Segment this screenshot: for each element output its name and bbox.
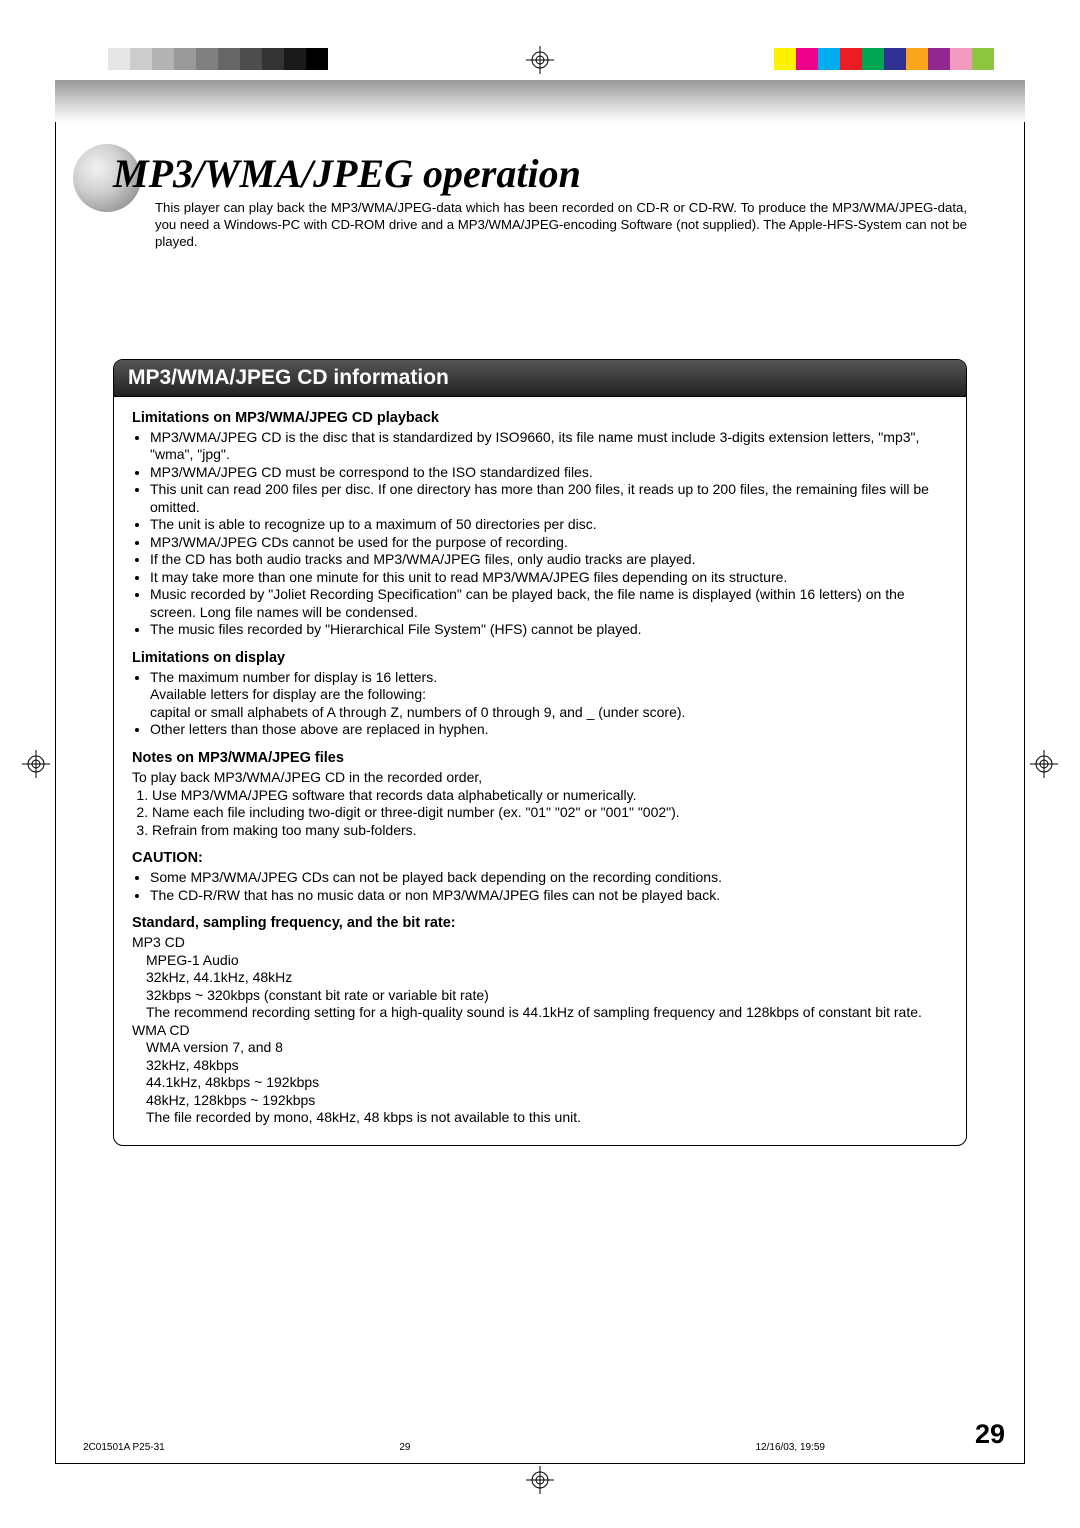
footer-print-info: 2C01501A P25-31 29 12/16/03, 19:59 — [55, 1442, 1025, 1458]
notes-intro: To play back MP3/WMA/JPEG CD in the reco… — [132, 769, 948, 787]
text: 32kHz, 48kbps — [132, 1057, 948, 1075]
text: 44.1kHz, 48kbps ~ 192kbps — [132, 1074, 948, 1092]
swatch — [818, 48, 840, 70]
page-title: MP3/WMA/JPEG operation — [113, 154, 967, 194]
page-content: MP3/WMA/JPEG operation This player can p… — [55, 80, 1025, 1464]
section-title: MP3/WMA/JPEG operation — [113, 154, 967, 194]
panel-heading: MP3/WMA/JPEG CD information — [114, 360, 966, 397]
list-limitations-display: The maximum number for display is 16 let… — [132, 669, 948, 739]
text: MPEG-1 Audio — [132, 952, 948, 970]
list-item: MP3/WMA/JPEG CD must be correspond to th… — [150, 464, 948, 482]
swatch — [174, 48, 196, 70]
swatch — [972, 48, 994, 70]
list-item: Some MP3/WMA/JPEG CDs can not be played … — [150, 869, 948, 887]
color-bar-grayscale — [86, 48, 328, 70]
registration-mark-icon — [526, 1466, 554, 1494]
swatch — [906, 48, 928, 70]
swatch — [130, 48, 152, 70]
swatch — [840, 48, 862, 70]
swatch — [152, 48, 174, 70]
list-item: This unit can read 200 files per disc. I… — [150, 481, 948, 516]
swatch — [774, 48, 796, 70]
list-item: Other letters than those above are repla… — [150, 721, 948, 739]
swatch — [796, 48, 818, 70]
text: WMA CD — [132, 1022, 948, 1040]
text: The recommend recording setting for a hi… — [132, 1004, 948, 1022]
list-item: The music files recorded by "Hierarchica… — [150, 621, 948, 639]
list-limitations-playback: MP3/WMA/JPEG CD is the disc that is stan… — [132, 429, 948, 639]
info-panel: MP3/WMA/JPEG CD information Limitations … — [113, 359, 967, 1146]
panel-body: Limitations on MP3/WMA/JPEG CD playback … — [114, 397, 966, 1145]
list-caution: Some MP3/WMA/JPEG CDs can not be played … — [132, 869, 948, 904]
swatch — [306, 48, 328, 70]
text: 48kHz, 128kbps ~ 192kbps — [132, 1092, 948, 1110]
list-item: Name each file including two-digit or th… — [152, 804, 948, 822]
list-item: MP3/WMA/JPEG CDs cannot be used for the … — [150, 534, 948, 552]
footer-doc-id: 2C01501A P25-31 — [83, 1442, 165, 1453]
footer-date: 12/16/03, 19:59 — [755, 1442, 825, 1453]
text: 32kbps ~ 320kbps (constant bit rate or v… — [132, 987, 948, 1005]
subhead-caution: CAUTION: — [132, 849, 948, 867]
text: 32kHz, 44.1kHz, 48kHz — [132, 969, 948, 987]
swatch — [950, 48, 972, 70]
registration-mark-icon — [526, 46, 554, 74]
swatch — [262, 48, 284, 70]
list-item: The unit is able to recognize up to a ma… — [150, 516, 948, 534]
list-item: Refrain from making too many sub-folders… — [152, 822, 948, 840]
swatch — [862, 48, 884, 70]
list-item: If the CD has both audio tracks and MP3/… — [150, 551, 948, 569]
subhead-limitations-playback: Limitations on MP3/WMA/JPEG CD playback — [132, 409, 948, 427]
color-bar-cmyk — [774, 48, 994, 70]
swatch — [928, 48, 950, 70]
text: capital or small alphabets of A through … — [150, 704, 685, 720]
swatch — [240, 48, 262, 70]
registration-mark-icon — [1030, 750, 1058, 778]
subhead-standard: Standard, sampling frequency, and the bi… — [132, 914, 948, 932]
text: The file recorded by mono, 48kHz, 48 kbp… — [132, 1109, 948, 1127]
subhead-notes-files: Notes on MP3/WMA/JPEG files — [132, 749, 948, 767]
subhead-limitations-display: Limitations on display — [132, 649, 948, 667]
text: Available letters for display are the fo… — [150, 686, 426, 702]
swatch — [218, 48, 240, 70]
registration-mark-icon — [22, 750, 50, 778]
swatch — [196, 48, 218, 70]
list-item: It may take more than one minute for thi… — [150, 569, 948, 587]
text: MP3 CD — [132, 934, 948, 952]
footer-page: 29 — [399, 1442, 410, 1453]
intro-paragraph: This player can play back the MP3/WMA/JP… — [155, 200, 967, 251]
list-item: MP3/WMA/JPEG CD is the disc that is stan… — [150, 429, 948, 464]
swatch — [108, 48, 130, 70]
list-notes-files: Use MP3/WMA/JPEG software that records d… — [132, 787, 948, 840]
text: The maximum number for display is 16 let… — [150, 669, 437, 685]
text: WMA version 7, and 8 — [132, 1039, 948, 1057]
list-item: Use MP3/WMA/JPEG software that records d… — [152, 787, 948, 805]
list-item: The maximum number for display is 16 let… — [150, 669, 948, 722]
swatch — [86, 48, 108, 70]
list-item: The CD-R/RW that has no music data or no… — [150, 887, 948, 905]
swatch — [884, 48, 906, 70]
list-item: Music recorded by "Joliet Recording Spec… — [150, 586, 948, 621]
swatch — [284, 48, 306, 70]
